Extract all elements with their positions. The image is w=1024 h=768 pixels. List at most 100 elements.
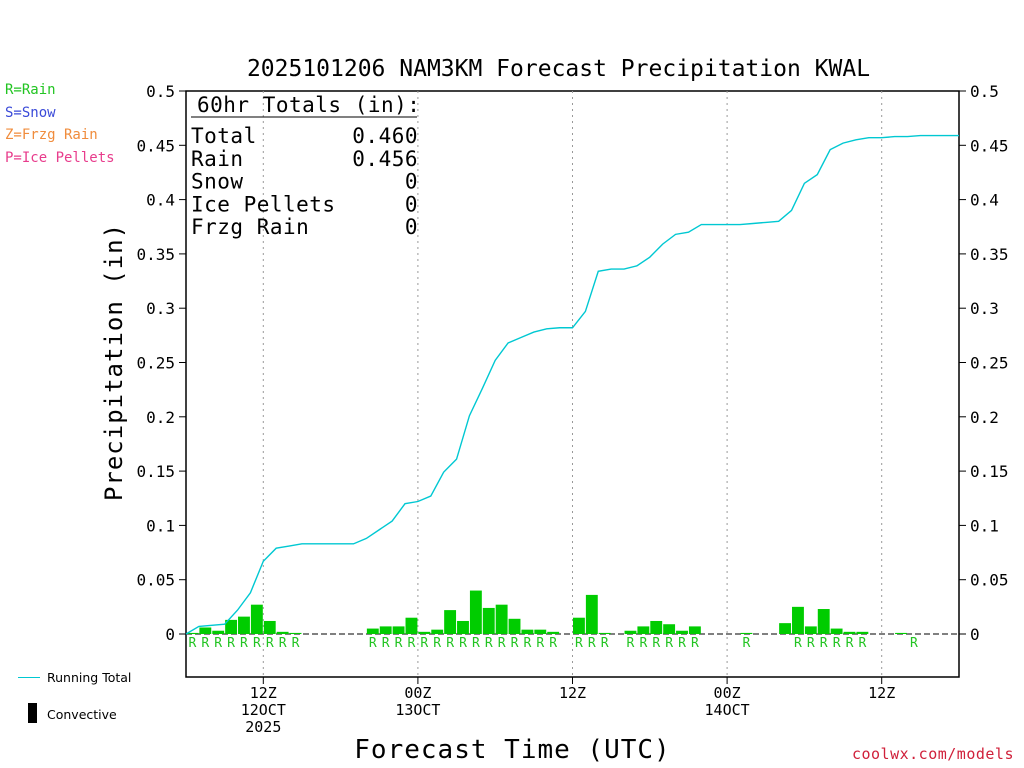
y-tick-label-right: 0.05 — [970, 571, 1009, 590]
precip-bar — [225, 619, 238, 634]
y-tick-label-left: 0.4 — [146, 191, 175, 210]
ptype-marker: R — [472, 636, 480, 651]
ptype-marker: R — [201, 636, 209, 651]
totals-row-value: 0 — [405, 192, 418, 216]
ptype-marker: R — [743, 636, 751, 651]
ptype-marker: R — [627, 636, 635, 651]
precip-bar — [624, 630, 637, 634]
precip-bar — [547, 631, 560, 634]
precip-bar — [263, 620, 276, 634]
x-tick-label: 13OCT — [395, 701, 440, 719]
precip-bar — [238, 616, 250, 634]
precip-bar — [444, 610, 457, 634]
x-axis-label: Forecast Time (UTC) — [354, 735, 670, 765]
ptype-marker: R — [910, 636, 918, 651]
site-credit[interactable]: coolwx.com/models — [851, 745, 1014, 763]
precip-bar — [573, 617, 585, 634]
precip-bar — [418, 631, 431, 634]
ptype-marker: R — [498, 636, 506, 651]
ptype-marker: R — [678, 636, 686, 651]
precip-bar — [688, 626, 701, 634]
y-tick-label-left: 0.25 — [136, 354, 175, 373]
y-axis-label: Precipitation (in) — [100, 223, 128, 501]
running-total-line — [185, 134, 959, 635]
ptype-marker: R — [240, 636, 248, 651]
precip-bar — [676, 630, 688, 634]
totals-row-label: Ice Pellets — [191, 192, 336, 216]
ptype-marker: R — [279, 636, 287, 651]
y-tick-label-right: 0.45 — [970, 136, 1009, 155]
legend-ice-pellets: P=Ice Pellets — [5, 150, 115, 166]
x-tick-label: 12Z — [250, 684, 277, 702]
ptype-marker: R — [652, 636, 660, 651]
precip-bar — [585, 594, 598, 634]
x-tick-label: 00Z — [714, 684, 741, 702]
y-tick-label-right: 0.5 — [970, 82, 999, 101]
precip-bar — [817, 609, 830, 634]
y-tick-label-right: 0 — [970, 625, 980, 644]
ptype-marker: R — [253, 636, 261, 651]
legend-rain: R=Rain — [5, 82, 56, 98]
ptype-marker: R — [382, 636, 390, 651]
precip-bar — [792, 606, 804, 634]
totals-row-label: Frzg Rain — [191, 215, 309, 239]
precip-bar — [637, 626, 650, 634]
precip-bar — [405, 617, 418, 634]
x-tick-label: 12Z — [559, 684, 586, 702]
totals-row-value: 0 — [405, 170, 418, 194]
ptype-marker: R — [266, 636, 274, 651]
precip-bar — [457, 620, 469, 634]
precip-bar — [212, 630, 225, 634]
ptype-marker: R — [433, 636, 441, 651]
precip-bar — [650, 620, 663, 634]
chart-title: 2025101206 NAM3KM Forecast Precipitation… — [247, 56, 870, 82]
y-tick-label-right: 0.35 — [970, 245, 1009, 264]
ptype-marker: R — [588, 636, 596, 651]
y-tick-label-right: 0.1 — [970, 516, 999, 535]
precip-bar — [469, 590, 482, 634]
precip-bar — [740, 632, 753, 634]
precip-bar — [366, 628, 379, 634]
ptype-marker: R — [511, 636, 519, 651]
legend-snow: S=Snow — [5, 105, 56, 121]
ptype-marker: R — [858, 636, 866, 651]
ptype-marker: R — [820, 636, 828, 651]
ptype-marker: R — [485, 636, 493, 651]
ptype-marker: R — [292, 636, 300, 651]
running-total-legend-line — [18, 677, 40, 678]
precip-bar — [830, 628, 843, 634]
totals-row-label: Snow — [191, 170, 244, 194]
totals-header: 60hr Totals (in): — [197, 93, 420, 117]
y-tick-label-left: 0.1 — [146, 516, 175, 535]
y-tick-label-left: 0.35 — [136, 245, 175, 264]
ptype-marker: R — [833, 636, 841, 651]
precip-bar — [598, 632, 611, 634]
totals-row-label: Rain — [191, 147, 244, 171]
ptype-marker: R — [807, 636, 815, 651]
x-tick-label: 12Z — [868, 684, 895, 702]
y-tick-label-left: 0 — [165, 625, 175, 644]
ptype-marker: R — [794, 636, 802, 651]
y-tick-label-right: 0.25 — [970, 354, 1009, 373]
ptype-marker: R — [189, 636, 197, 651]
precip-bar — [482, 607, 495, 634]
precip-bar — [289, 632, 302, 634]
precip-bar — [895, 632, 907, 634]
convective-legend-label: Convective — [47, 707, 117, 722]
y-tick-label-right: 0.3 — [970, 299, 999, 318]
ptype-marker: R — [549, 636, 557, 651]
precip-bar — [379, 626, 392, 634]
ptype-marker: R — [227, 636, 235, 651]
ptype-marker: R — [523, 636, 531, 651]
totals-row-value: 0 — [405, 215, 418, 239]
precip-bar — [495, 604, 508, 634]
precip-bar — [843, 631, 856, 634]
totals-row-label: Total — [191, 124, 257, 148]
convective-legend-swatch — [28, 703, 37, 723]
y-tick-label-left: 0.45 — [136, 136, 175, 155]
precip-bar — [521, 629, 534, 634]
ptype-marker: R — [420, 636, 428, 651]
ptype-marker: R — [214, 636, 222, 651]
y-tick-label-left: 0.5 — [146, 82, 175, 101]
